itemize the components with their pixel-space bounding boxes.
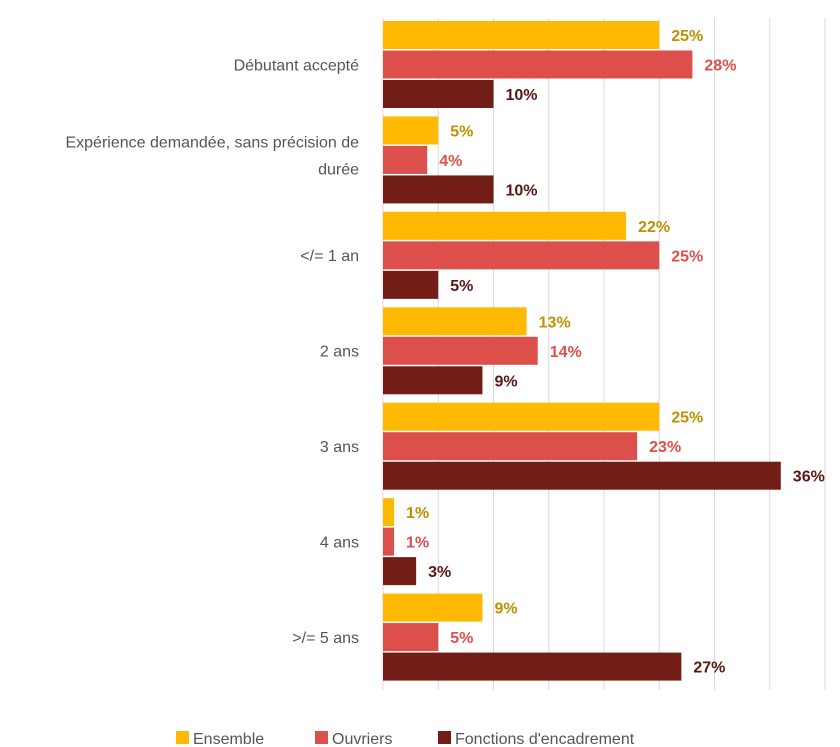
bar [383, 307, 527, 336]
bar [383, 593, 483, 622]
bar [383, 80, 494, 108]
category-label: 3 ans [320, 439, 359, 456]
bar [383, 432, 638, 461]
data-label: 9% [494, 373, 517, 390]
data-label: 25% [671, 248, 703, 265]
category-labels: Débutant accepté Expérience demandée, san… [65, 57, 359, 647]
data-label: 13% [539, 314, 571, 331]
category-label: Débutant accepté [234, 57, 360, 74]
data-label: 28% [704, 58, 736, 75]
bar [383, 21, 660, 49]
bar [383, 557, 417, 586]
bars [383, 21, 781, 681]
data-label: 1% [406, 535, 429, 552]
bar [383, 336, 538, 365]
category-label: 2 ans [320, 344, 359, 361]
legend: Ensemble Ouvriers Fonctions d'encadrement [176, 731, 635, 747]
data-label: 23% [649, 439, 681, 456]
legend-swatch [438, 731, 451, 744]
bar [383, 366, 483, 395]
data-label: 5% [450, 123, 473, 140]
bar [383, 402, 660, 431]
bar [383, 116, 439, 145]
data-label: 5% [450, 630, 473, 647]
bar [383, 175, 494, 204]
bar [383, 652, 682, 681]
bar [383, 145, 428, 174]
data-label: 25% [671, 28, 703, 45]
bar [383, 270, 439, 299]
data-label: 3% [428, 564, 451, 581]
category-label: </= 1 an [300, 248, 359, 265]
data-label: 9% [494, 601, 517, 618]
data-label: 10% [506, 87, 538, 104]
bar [383, 461, 781, 490]
data-label: 1% [406, 505, 429, 522]
data-label: 5% [450, 278, 473, 295]
category-label: 4 ans [320, 534, 359, 551]
legend-label: Ensemble [193, 731, 264, 747]
category-label: Expérience demandée, sans précision de [65, 135, 359, 152]
category-label: >/= 5 ans [292, 630, 359, 647]
data-label: 14% [550, 344, 582, 361]
legend-swatch [176, 731, 189, 744]
data-label: 22% [638, 219, 670, 236]
data-labels: 25%28%10%5%4%10%22%25%5%13%14%9%25%23%36… [406, 28, 825, 677]
data-label: 36% [793, 469, 825, 486]
bar [383, 211, 627, 240]
bar [383, 498, 395, 527]
data-label: 4% [439, 153, 462, 170]
bar [383, 623, 439, 652]
category-label: durée [318, 162, 359, 179]
data-label: 10% [506, 182, 538, 199]
legend-label: Fonctions d'encadrement [455, 731, 635, 747]
data-label: 27% [693, 660, 725, 677]
bar [383, 50, 693, 79]
data-label: 25% [671, 410, 703, 427]
legend-swatch [315, 731, 328, 744]
bar [383, 241, 660, 270]
legend-label: Ouvriers [332, 731, 392, 747]
bar [383, 527, 395, 556]
